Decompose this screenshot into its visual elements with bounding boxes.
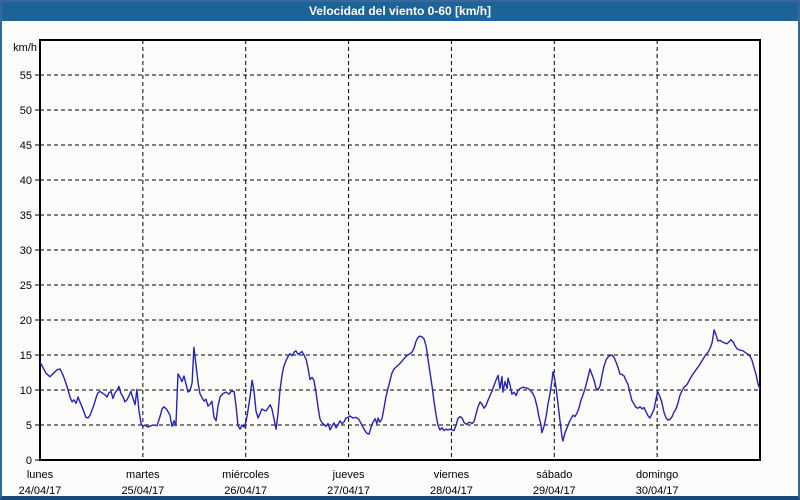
x-day-name-label: domingo: [636, 469, 678, 481]
x-day-name-label: viernes: [434, 469, 470, 481]
x-day-name-label: sábado: [536, 469, 572, 481]
x-day-name-label: jueves: [332, 469, 365, 481]
y-tick-label: 5: [26, 420, 32, 432]
x-day-date-label: 27/04/17: [327, 485, 370, 496]
title-bar: Velocidad del viento 0-60 [km/h]: [2, 2, 798, 21]
x-day-date-label: 25/04/17: [121, 485, 164, 496]
window-title: Velocidad del viento 0-60 [km/h]: [308, 4, 492, 18]
x-day-date-label: 24/04/17: [19, 485, 62, 496]
y-tick-label: 10: [20, 385, 32, 397]
y-tick-label: 50: [20, 105, 32, 117]
y-tick-label: 40: [20, 175, 32, 187]
x-day-name-label: martes: [126, 469, 160, 481]
x-day-name-label: lunes: [27, 469, 54, 481]
y-axis-unit-label: km/h: [13, 42, 37, 54]
y-tick-label: 15: [20, 350, 32, 362]
x-day-date-label: 29/04/17: [533, 485, 576, 496]
y-tick-label: 20: [20, 315, 32, 327]
x-day-date-label: 30/04/17: [636, 485, 679, 496]
y-tick-label: 0: [26, 455, 32, 467]
x-day-name-label: miércoles: [222, 469, 270, 481]
y-tick-label: 25: [20, 280, 32, 292]
y-tick-label: 45: [20, 140, 32, 152]
y-tick-label: 55: [20, 70, 32, 82]
y-tick-label: 30: [20, 245, 32, 257]
y-tick-label: 35: [20, 210, 32, 222]
wind-speed-line: [39, 329, 761, 442]
x-day-date-label: 26/04/17: [224, 485, 267, 496]
x-day-date-label: 28/04/17: [430, 485, 473, 496]
